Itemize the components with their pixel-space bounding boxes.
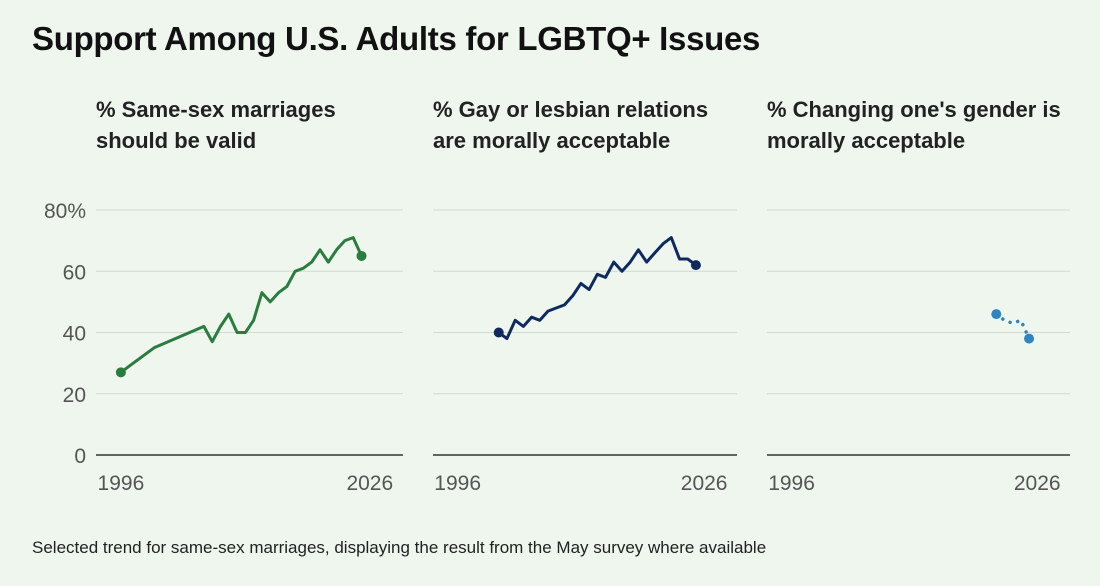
y-tick-label: 0 <box>74 445 86 468</box>
x-tick-label: 1996 <box>768 472 815 495</box>
endpoint-marker <box>356 250 367 261</box>
x-tick-label: 2026 <box>681 472 728 495</box>
panel-title-changing-gender: % Changing one's gender is morally accep… <box>767 97 1061 153</box>
endpoint-marker <box>115 367 126 378</box>
series-line <box>119 236 363 374</box>
footnote: Selected trend for same-sex marriages, d… <box>32 538 767 557</box>
series-line <box>994 312 1031 341</box>
x-tick-label: 1996 <box>434 472 481 495</box>
y-tick-label: 20 <box>63 384 86 407</box>
endpoint-marker <box>991 309 1002 320</box>
panel-title-same-sex-marriage: % Same-sex marriages should be valid <box>96 97 336 153</box>
endpoint-marker <box>690 260 701 271</box>
endpoint-marker <box>1024 333 1035 344</box>
y-tick-label: 40 <box>63 323 86 346</box>
y-tick-label: 80% <box>44 200 86 223</box>
endpoint-marker <box>493 327 504 338</box>
x-tick-label: 2026 <box>346 472 393 495</box>
chart-title: Support Among U.S. Adults for LGBTQ+ Iss… <box>32 20 761 57</box>
y-tick-label: 60 <box>63 261 86 284</box>
panel-title-gay-lesbian-relations: % Gay or lesbian relations are morally a… <box>433 97 709 153</box>
x-tick-label: 1996 <box>98 472 145 495</box>
series-line <box>497 236 698 341</box>
x-tick-label: 2026 <box>1014 472 1061 495</box>
